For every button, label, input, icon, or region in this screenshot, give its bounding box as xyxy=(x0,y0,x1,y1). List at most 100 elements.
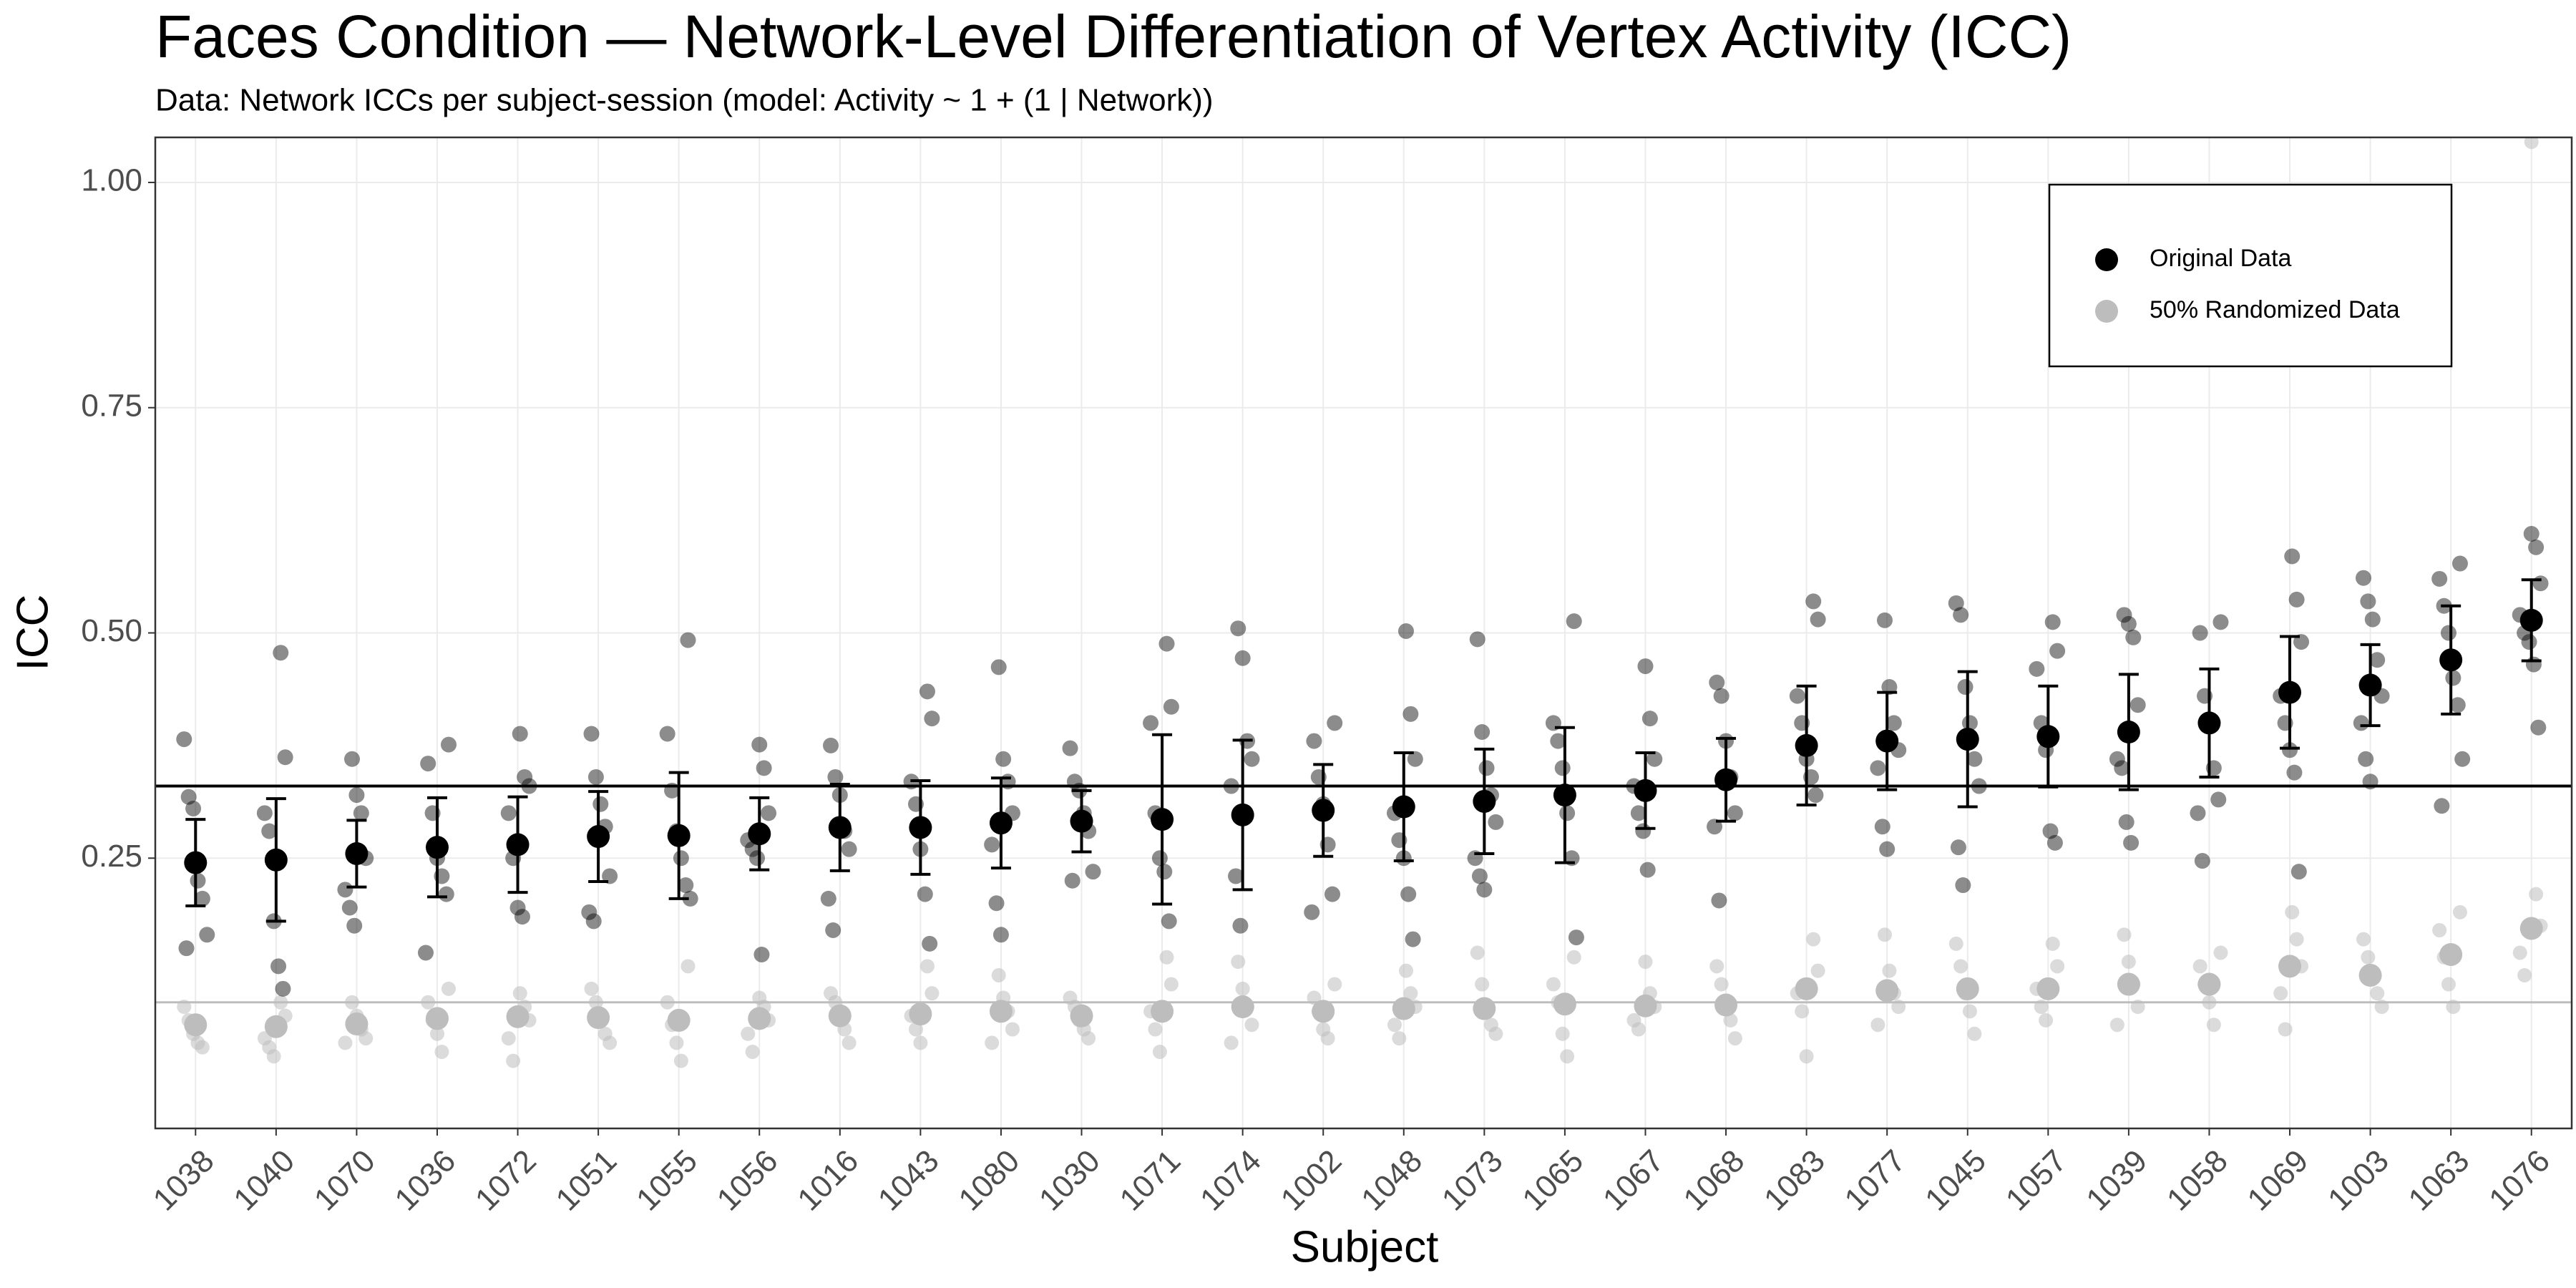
network-point xyxy=(2284,548,2301,565)
network-point xyxy=(2125,629,2142,645)
network-point xyxy=(2355,570,2371,586)
network-point xyxy=(514,909,530,925)
network-point xyxy=(988,895,1005,912)
network-point xyxy=(509,899,526,916)
network-point xyxy=(2293,634,2310,650)
network-point xyxy=(919,683,935,700)
network-point xyxy=(2452,904,2467,919)
network-point xyxy=(2289,932,2304,947)
network-point xyxy=(2353,715,2369,731)
network-point xyxy=(1327,715,1343,731)
network-point xyxy=(2290,864,2307,880)
network-point xyxy=(441,981,456,996)
network-point xyxy=(1158,635,1175,652)
network-point xyxy=(1641,711,1658,727)
network-point xyxy=(1228,868,1244,884)
network-point xyxy=(2432,923,2447,937)
network-point xyxy=(2194,853,2210,869)
network-point xyxy=(2288,591,2305,608)
network-point xyxy=(2524,137,2539,150)
network-point xyxy=(1397,623,1414,639)
network-point xyxy=(1870,1018,1885,1033)
network-point xyxy=(673,1053,688,1068)
mean-point xyxy=(2036,725,2060,748)
network-point xyxy=(2044,614,2061,630)
network-point xyxy=(1876,612,1893,628)
mean-point xyxy=(425,1007,449,1030)
network-point xyxy=(2039,1013,2054,1028)
mean-point xyxy=(1231,803,1254,826)
network-point xyxy=(194,890,210,907)
network-point xyxy=(1085,864,1101,880)
network-point xyxy=(1727,1031,1742,1046)
network-point xyxy=(277,749,293,766)
network-point xyxy=(744,841,761,857)
network-point xyxy=(1470,945,1485,960)
network-point xyxy=(841,841,857,857)
network-point xyxy=(1714,977,1729,992)
network-point xyxy=(438,886,454,902)
network-point xyxy=(1231,955,1246,970)
mean-point xyxy=(909,816,932,839)
network-point xyxy=(917,886,933,902)
network-point xyxy=(2042,823,2059,839)
network-point xyxy=(680,632,696,648)
network-point xyxy=(420,756,436,772)
network-point xyxy=(2192,959,2207,974)
network-point xyxy=(1005,1022,1020,1037)
network-point xyxy=(587,769,604,785)
x-tick-label: 1069 xyxy=(2240,1143,2315,1218)
network-point xyxy=(176,731,192,748)
network-point xyxy=(1637,658,1654,675)
network-point xyxy=(2190,805,2206,821)
mean-point xyxy=(2439,648,2463,672)
x-tick-label: 1040 xyxy=(227,1143,301,1218)
network-point xyxy=(673,850,689,867)
network-point xyxy=(1874,819,1890,835)
network-point xyxy=(2517,967,2532,982)
network-point xyxy=(417,945,434,961)
network-point xyxy=(2532,575,2549,592)
x-tick-label: 1039 xyxy=(2079,1143,2154,1218)
mean-point xyxy=(1795,733,1818,757)
network-point xyxy=(1560,1049,1575,1064)
network-point xyxy=(266,1049,281,1064)
network-point xyxy=(1967,1026,1982,1041)
mean-point xyxy=(345,841,369,865)
x-tick-label: 1048 xyxy=(1355,1143,1429,1218)
network-point xyxy=(753,946,770,962)
network-point xyxy=(512,726,528,742)
network-point xyxy=(256,805,273,821)
network-point xyxy=(1224,1035,1239,1050)
network-point xyxy=(1062,740,1078,756)
network-point xyxy=(1646,751,1663,767)
network-point xyxy=(346,917,363,934)
network-point xyxy=(1971,778,1987,794)
network-point xyxy=(190,872,206,889)
mean-point xyxy=(1231,995,1254,1019)
network-point xyxy=(2370,986,2385,1001)
network-point xyxy=(2121,955,2136,970)
network-point xyxy=(751,736,768,753)
network-point xyxy=(2116,607,2132,623)
x-tick-label: 1051 xyxy=(550,1143,624,1218)
network-point xyxy=(273,645,289,661)
network-point xyxy=(680,959,696,974)
x-tick-label: 1074 xyxy=(1194,1143,1268,1218)
network-point xyxy=(2029,660,2045,677)
network-point xyxy=(1639,862,1656,878)
legend-marker xyxy=(2095,248,2118,271)
network-point xyxy=(991,967,1006,982)
network-point xyxy=(1638,955,1653,970)
x-tick-label: 1045 xyxy=(1918,1143,1993,1218)
mean-point xyxy=(1634,779,1657,802)
network-point xyxy=(261,823,278,839)
network-point xyxy=(1152,1044,1167,1059)
network-point xyxy=(2454,751,2471,767)
mean-point xyxy=(1795,977,1818,1000)
mean-point xyxy=(1875,979,1899,1002)
network-point xyxy=(338,1035,353,1050)
network-point xyxy=(1955,877,1971,894)
network-point xyxy=(1810,963,1825,978)
network-point xyxy=(1966,751,1983,767)
